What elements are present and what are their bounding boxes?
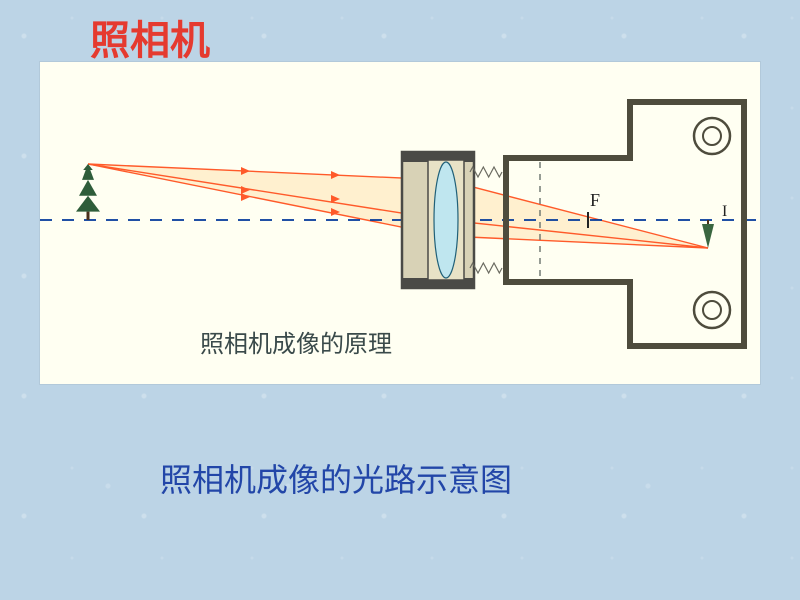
image-label: I xyxy=(722,203,727,220)
diagram-inner-caption: 照相机成像的原理 xyxy=(200,331,392,358)
focal-point-label: F xyxy=(590,190,600,210)
page-title: 照相机 xyxy=(90,8,210,66)
page-caption: 照相机成像的光路示意图 xyxy=(160,455,512,501)
camera-optics-diagram: F I 照相机成像的原理 xyxy=(40,62,760,384)
diagram-panel: F I 照相机成像的原理 xyxy=(40,62,760,384)
